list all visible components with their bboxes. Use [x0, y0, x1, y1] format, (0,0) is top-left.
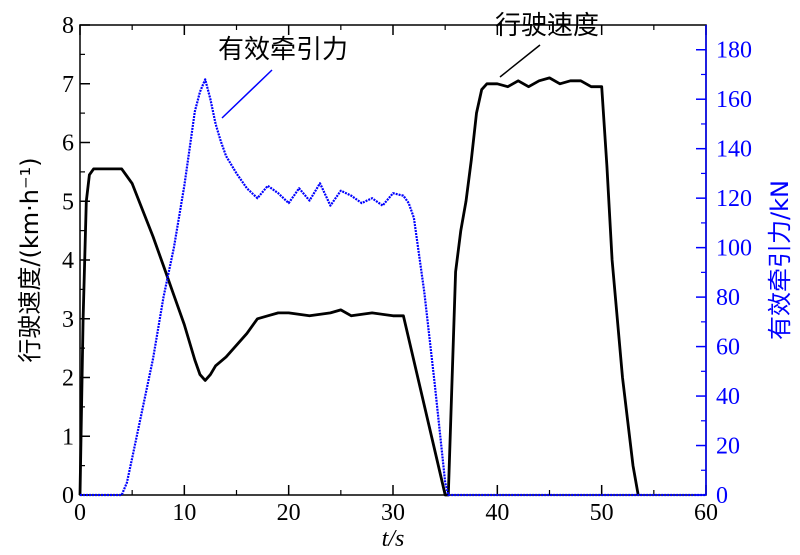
speed-annotation-leader	[499, 44, 541, 78]
left-y-tick-label: 3	[62, 307, 74, 333]
speed-series-line	[78, 76, 640, 497]
right-y-tick-label: 60	[716, 335, 740, 361]
left-y-tick-label: 8	[62, 13, 74, 39]
traction-series-line	[80, 78, 706, 497]
x-tick-label: 30	[381, 500, 405, 526]
left-y-tick-label: 5	[62, 189, 74, 215]
traction-annotation-leader	[221, 69, 273, 119]
x-tick-label: 40	[485, 500, 509, 526]
left-y-tick-label: 1	[62, 424, 74, 450]
right-y-axis: 0 20 40 60 80 100 120 140 160 180	[696, 25, 752, 509]
left-y-axis-title: 行驶速度/(km·h⁻¹)	[16, 157, 44, 362]
annotations: 有效牵引力 行驶速度	[218, 11, 599, 119]
series-layer	[78, 76, 706, 497]
right-y-tick-label: 160	[716, 87, 752, 113]
x-tick-label: 0	[74, 500, 86, 526]
left-y-tick-label: 6	[62, 131, 74, 157]
left-y-tick-label: 0	[62, 483, 74, 509]
right-y-tick-label: 0	[716, 483, 728, 509]
x-tick-label: 60	[694, 500, 718, 526]
x-axis: 0 10 20 30 40 50 60	[74, 25, 718, 526]
right-y-tick-label: 20	[716, 434, 740, 460]
speed-annotation: 行驶速度	[495, 11, 599, 41]
right-y-tick-label: 120	[716, 186, 752, 212]
traction-annotation: 有效牵引力	[218, 35, 348, 65]
left-y-tick-label: 2	[62, 366, 74, 392]
right-y-tick-label: 80	[716, 285, 740, 311]
left-y-axis: 0 1 2 3 4 5 6 7 8	[62, 13, 90, 509]
right-y-axis-title: 有效牵引力/kN	[766, 180, 794, 340]
right-y-tick-label: 40	[716, 384, 740, 410]
right-y-tick-label: 140	[716, 137, 752, 163]
x-tick-label: 50	[590, 500, 614, 526]
left-y-tick-label: 4	[62, 248, 74, 274]
right-y-tick-label: 180	[716, 38, 752, 64]
x-axis-title: t/s	[382, 526, 405, 552]
x-tick-label: 20	[277, 500, 301, 526]
left-y-tick-label: 7	[62, 72, 74, 98]
x-tick-label: 10	[172, 500, 196, 526]
right-y-tick-label: 100	[716, 236, 752, 262]
